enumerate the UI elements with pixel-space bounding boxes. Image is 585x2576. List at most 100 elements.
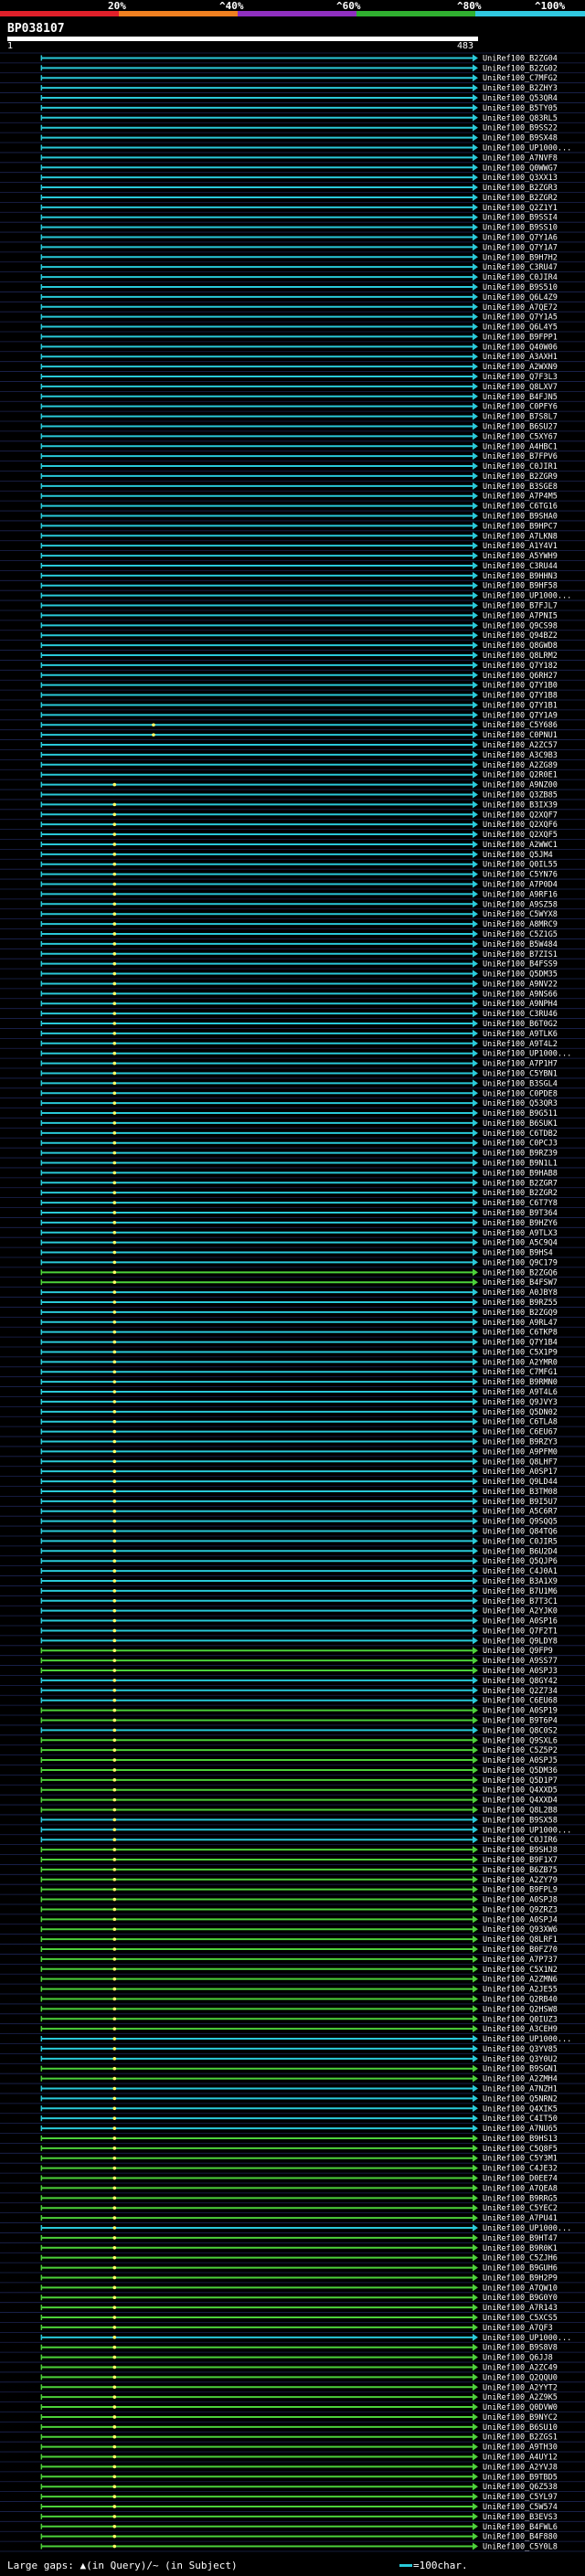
hit-label[interactable]: UniRef100_Q7Y1A9 (483, 711, 558, 720)
hit-label[interactable]: UniRef100_B5TY05 (483, 104, 558, 113)
hit-label[interactable]: UniRef100_Q7F2T1 (483, 1627, 558, 1636)
hit-label[interactable]: UniRef100_B9RRG5 (483, 2194, 558, 2203)
hit-label[interactable]: UniRef100_C3RU46 (483, 1010, 558, 1019)
hit-label[interactable]: UniRef100_Q53QR4 (483, 94, 558, 103)
hit-label[interactable]: UniRef100_C5Q8F5 (483, 2145, 558, 2154)
hit-label[interactable]: UniRef100_C5X1P9 (483, 1348, 558, 1357)
hit-label[interactable]: UniRef100_Q4XXD4 (483, 1797, 558, 1806)
hit-label[interactable]: UniRef100_B3SGL4 (483, 1079, 558, 1088)
hit-label[interactable]: UniRef100_B9HT47 (483, 2234, 558, 2243)
hit-label[interactable]: UniRef100_A7QF3 (483, 2324, 553, 2333)
hit-label[interactable]: UniRef100_Q84TQ6 (483, 1528, 558, 1537)
hit-label[interactable]: UniRef100_Q83RL5 (483, 114, 558, 123)
hit-label[interactable]: UniRef100_B9TBD5 (483, 2473, 558, 2482)
hit-label[interactable]: UniRef100_Q5DM35 (483, 970, 558, 980)
hit-label[interactable]: UniRef100_A0SP19 (483, 1707, 558, 1716)
hit-label[interactable]: UniRef100_C4IT50 (483, 2115, 558, 2124)
hit-label[interactable]: UniRef100_B9HHN3 (483, 572, 558, 581)
hit-label[interactable]: UniRef100_A9TLX3 (483, 1229, 558, 1238)
hit-label[interactable]: UniRef100_C3RU47 (483, 263, 558, 272)
hit-label[interactable]: UniRef100_B6SU10 (483, 2423, 558, 2433)
hit-label[interactable]: UniRef100_Q7Y182 (483, 662, 558, 671)
hit-label[interactable]: UniRef100_Q3XX13 (483, 174, 558, 183)
hit-label[interactable]: UniRef100_Q5QJP6 (483, 1557, 558, 1566)
hit-label[interactable]: UniRef100_Q7F3L3 (483, 373, 558, 382)
hit-label[interactable]: UniRef100_Q4XXD5 (483, 1786, 558, 1796)
hit-label[interactable]: UniRef100_B2ZGQ9 (483, 1309, 558, 1318)
hit-label[interactable]: UniRef100_B6U2D4 (483, 1547, 558, 1556)
hit-label[interactable]: UniRef100_Q9FP9 (483, 1647, 553, 1656)
hit-label[interactable]: UniRef100_Q0DVW0 (483, 2403, 558, 2412)
hit-label[interactable]: UniRef100_A2WWC1 (483, 841, 558, 850)
hit-label[interactable]: UniRef100_C6TDB2 (483, 1129, 558, 1139)
hit-label[interactable]: UniRef100_UP1000... (483, 592, 571, 601)
hit-label[interactable]: UniRef100_B9T364 (483, 1209, 558, 1218)
hit-label[interactable]: UniRef100_A2JE55 (483, 1986, 558, 1995)
hit-label[interactable]: UniRef100_B9SHA0 (483, 512, 558, 521)
hit-label[interactable]: UniRef100_B2ZG02 (483, 64, 558, 73)
hit-label[interactable]: UniRef100_B2ZGR2 (483, 1189, 558, 1198)
hit-label[interactable]: UniRef100_C0JIR1 (483, 462, 558, 472)
hit-label[interactable]: UniRef100_B3A1X9 (483, 1577, 558, 1586)
hit-label[interactable]: UniRef100_A9TLK6 (483, 1030, 558, 1039)
hit-label[interactable]: UniRef100_C0PNU1 (483, 731, 558, 740)
hit-label[interactable]: UniRef100_C7MFG1 (483, 1368, 558, 1377)
hit-label[interactable]: UniRef100_B9H7H2 (483, 253, 558, 262)
hit-label[interactable]: UniRef100_A7P737 (483, 1956, 558, 1965)
hit-label[interactable]: UniRef100_UP1000... (483, 2035, 571, 2044)
hit-label[interactable]: UniRef100_A9T4L2 (483, 1040, 558, 1049)
hit-label[interactable]: UniRef100_Q5DM36 (483, 1766, 558, 1776)
hit-label[interactable]: UniRef100_B9I5U7 (483, 1498, 558, 1507)
hit-label[interactable]: UniRef100_C5W574 (483, 2503, 558, 2512)
hit-label[interactable]: UniRef100_Q5DN02 (483, 1408, 558, 1417)
hit-label[interactable]: UniRef100_C5YBN1 (483, 1069, 558, 1078)
hit-label[interactable]: UniRef100_Q8GY42 (483, 1677, 558, 1686)
hit-label[interactable]: UniRef100_C5Z1G5 (483, 930, 558, 939)
hit-label[interactable]: UniRef100_B4F880 (483, 2533, 558, 2542)
hit-label[interactable]: UniRef100_A9NS66 (483, 990, 558, 999)
hit-label[interactable]: UniRef100_Q7Y1B0 (483, 682, 558, 691)
hit-label[interactable]: UniRef100_Q2Z1Y1 (483, 204, 558, 213)
hit-label[interactable]: UniRef100_C6TLA8 (483, 1418, 558, 1427)
hit-label[interactable]: UniRef100_C5WYX8 (483, 910, 558, 919)
hit-label[interactable]: UniRef100_B4FWL6 (483, 2523, 558, 2532)
hit-label[interactable]: UniRef100_A2WXN9 (483, 363, 558, 372)
hit-label[interactable]: UniRef100_B9F1X7 (483, 1856, 558, 1865)
hit-label[interactable]: UniRef100_B6T0G2 (483, 1020, 558, 1029)
hit-label[interactable]: UniRef100_A0SP16 (483, 1617, 558, 1627)
hit-label[interactable]: UniRef100_C3RU44 (483, 562, 558, 571)
hit-label[interactable]: UniRef100_Q8LXV7 (483, 383, 558, 392)
hit-label[interactable]: UniRef100_B6SUK1 (483, 1119, 558, 1129)
hit-label[interactable]: UniRef100_B9GUH6 (483, 2264, 558, 2274)
hit-label[interactable]: UniRef100_Q6JJ8 (483, 2354, 553, 2363)
hit-label[interactable]: UniRef100_B9R0K1 (483, 2244, 558, 2253)
hit-label[interactable]: UniRef100_Q7Y1B4 (483, 1339, 558, 1348)
hit-label[interactable]: UniRef100_Q6RH27 (483, 672, 558, 681)
hit-label[interactable]: UniRef100_Q9C179 (483, 1258, 558, 1267)
hit-label[interactable]: UniRef100_A9NV22 (483, 980, 558, 989)
hit-label[interactable]: UniRef100_B6ZB75 (483, 1866, 558, 1875)
hit-label[interactable]: UniRef100_A7QW10 (483, 2284, 558, 2293)
hit-label[interactable]: UniRef100_Q2QQU0 (483, 2373, 558, 2382)
hit-label[interactable]: UniRef100_A1Y4V1 (483, 542, 558, 551)
hit-label[interactable]: UniRef100_Q2RB40 (483, 1995, 558, 2004)
hit-label[interactable]: UniRef100_C6TG16 (483, 503, 558, 512)
hit-label[interactable]: UniRef100_B9RZY3 (483, 1437, 558, 1447)
hit-label[interactable]: UniRef100_B6SU27 (483, 422, 558, 431)
hit-label[interactable]: UniRef100_B9T6P4 (483, 1716, 558, 1725)
hit-label[interactable]: UniRef100_Q8LHF7 (483, 1458, 558, 1467)
hit-label[interactable]: UniRef100_A2ZMH4 (483, 2075, 558, 2084)
hit-label[interactable]: UniRef100_B9SS10 (483, 224, 558, 233)
hit-label[interactable]: UniRef100_C5ZJH6 (483, 2254, 558, 2263)
hit-label[interactable]: UniRef100_A7NVF8 (483, 154, 558, 163)
hit-label[interactable]: UniRef100_C4J0A1 (483, 1567, 558, 1576)
hit-label[interactable]: UniRef100_A7P1H7 (483, 1060, 558, 1069)
hit-label[interactable]: UniRef100_UP1000... (483, 143, 571, 153)
hit-label[interactable]: UniRef100_Q5JM4 (483, 851, 553, 860)
hit-label[interactable]: UniRef100_Q0WWG7 (483, 164, 558, 173)
hit-label[interactable]: UniRef100_B2ZGR2 (483, 194, 558, 203)
hit-label[interactable]: UniRef100_B7FJL7 (483, 602, 558, 611)
hit-label[interactable]: UniRef100_A9TH30 (483, 2443, 558, 2453)
hit-label[interactable]: UniRef100_C7MFG2 (483, 74, 558, 83)
hit-label[interactable]: UniRef100_A2YJK0 (483, 1607, 558, 1617)
